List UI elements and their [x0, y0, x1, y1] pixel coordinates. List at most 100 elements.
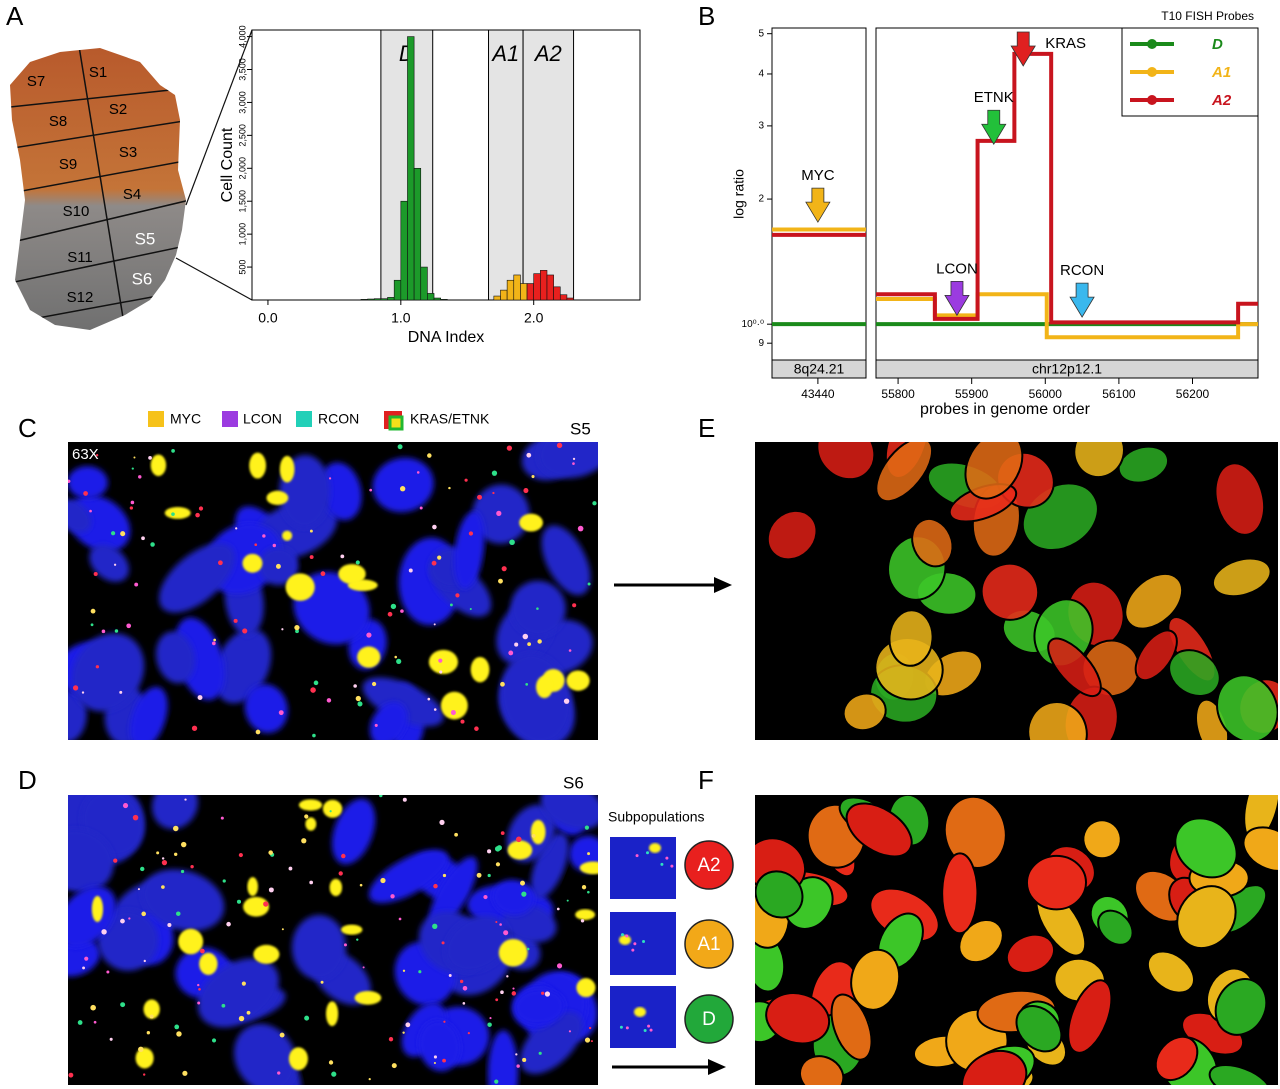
annotation-label: ETNK — [974, 89, 1014, 106]
spot — [581, 885, 587, 890]
spot — [362, 966, 365, 969]
plot-frame — [251, 29, 641, 301]
spot — [182, 1070, 188, 1076]
arrow-head — [714, 577, 732, 593]
cell — [842, 692, 887, 732]
nucleus — [68, 828, 114, 893]
signal — [649, 843, 661, 853]
slide-label: S6 — [563, 773, 584, 792]
spot — [161, 885, 165, 889]
spot — [171, 449, 175, 453]
spot — [84, 956, 89, 961]
arrow-head — [708, 1059, 726, 1075]
signal — [440, 691, 468, 720]
cell — [961, 1049, 1028, 1085]
spot — [516, 1064, 520, 1068]
classified-image — [755, 795, 1278, 1085]
subpop-badge — [684, 994, 734, 1044]
annotation-arrow — [1010, 31, 1036, 67]
spot — [301, 838, 307, 844]
histogram-bar — [380, 298, 388, 301]
cell — [941, 852, 979, 935]
chromosome-band — [771, 359, 867, 379]
legend-swatch — [388, 415, 404, 431]
spot — [366, 632, 372, 638]
spot — [198, 987, 201, 991]
spot — [279, 1032, 285, 1038]
cell — [1067, 979, 1113, 1054]
cell — [964, 442, 1024, 500]
thumbnail — [610, 986, 676, 1048]
cell — [1242, 826, 1278, 872]
spot — [180, 841, 187, 848]
spot — [141, 536, 145, 541]
spot — [402, 797, 407, 802]
spot — [211, 1038, 217, 1043]
spot — [313, 680, 319, 686]
signal — [164, 507, 191, 519]
spot — [312, 733, 316, 738]
spot — [500, 831, 505, 835]
nucleus — [71, 633, 145, 712]
spot — [197, 1001, 201, 1005]
spot — [355, 695, 361, 702]
spot — [455, 593, 460, 598]
cell — [1216, 674, 1278, 740]
signal — [285, 573, 315, 601]
spot — [432, 524, 437, 530]
y-tick-label: 4,000 — [237, 25, 247, 48]
spot — [379, 795, 383, 798]
histogram-bar — [506, 279, 515, 301]
spot — [131, 467, 134, 470]
spot — [469, 607, 472, 611]
spot — [568, 1030, 572, 1033]
spot — [138, 475, 142, 479]
histogram-bar — [367, 298, 375, 301]
spot — [357, 701, 363, 707]
spot — [141, 911, 146, 917]
histogram-bar — [413, 167, 422, 301]
spot — [110, 531, 116, 536]
spot — [512, 987, 515, 990]
panel-letter: F — [698, 765, 714, 795]
spot — [494, 846, 501, 852]
spot — [390, 894, 395, 899]
spot — [310, 687, 316, 693]
spot — [101, 629, 106, 634]
spot — [132, 814, 139, 821]
y-tick-label: 2 — [758, 194, 764, 205]
signal — [91, 895, 104, 923]
subpop-badge — [684, 840, 734, 890]
legend-swatch — [222, 411, 238, 427]
spot — [443, 1020, 446, 1023]
spot — [441, 941, 445, 945]
spot — [442, 873, 447, 878]
section-label: S6 — [132, 269, 153, 288]
annotation-arrow — [944, 280, 970, 317]
x-tick-label: 56000 — [1029, 387, 1063, 401]
signal — [536, 675, 553, 699]
gate-label: A2 — [533, 41, 562, 66]
spot — [525, 683, 529, 686]
spot — [238, 1015, 245, 1022]
nucleus — [514, 988, 565, 1025]
signal — [150, 454, 167, 477]
signal — [357, 646, 381, 668]
signal — [322, 799, 343, 818]
nucleus — [197, 958, 279, 1028]
spot — [343, 943, 347, 947]
spot — [399, 486, 406, 492]
spot — [171, 512, 175, 516]
section-label: S4 — [123, 186, 141, 203]
spot — [468, 531, 474, 536]
spot — [544, 991, 551, 997]
spot — [515, 836, 522, 843]
spot — [309, 880, 314, 885]
spot — [398, 917, 402, 921]
spot — [197, 695, 203, 701]
cell — [1025, 854, 1087, 911]
nucleus — [68, 466, 108, 499]
histogram-bar — [520, 283, 528, 301]
spot — [400, 609, 404, 613]
nucleus — [540, 795, 598, 830]
